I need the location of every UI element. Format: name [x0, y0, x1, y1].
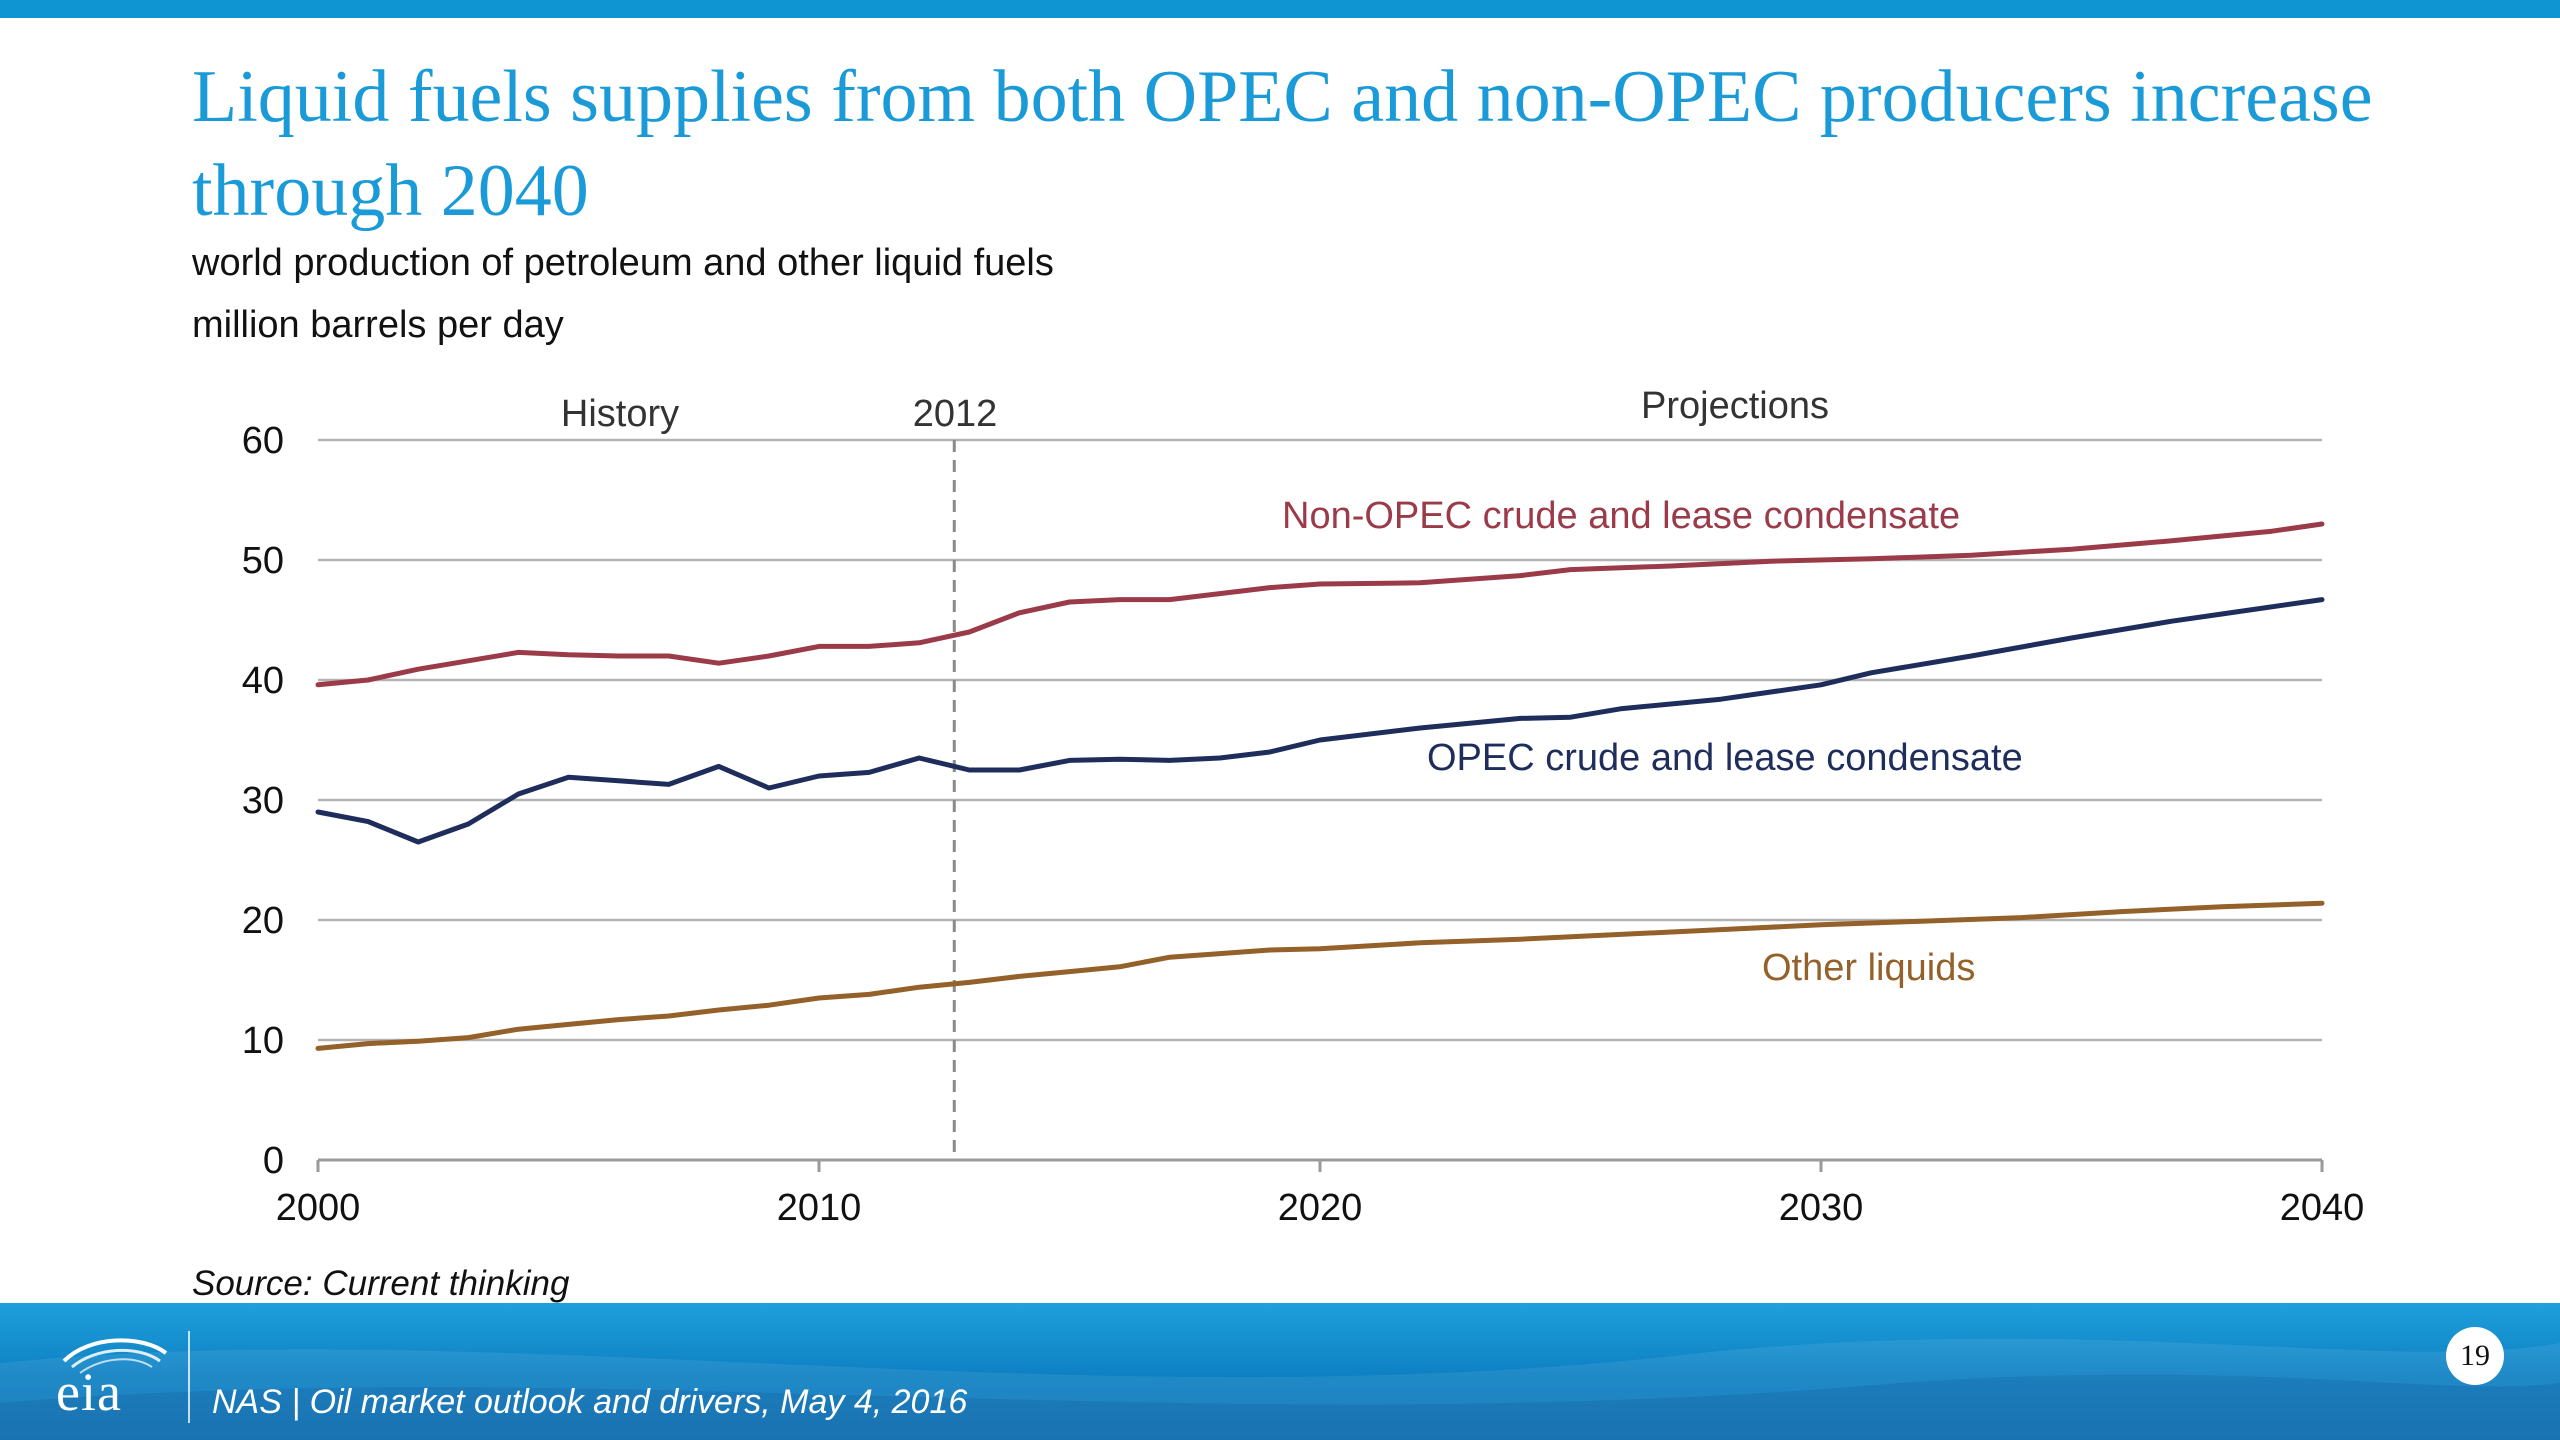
series-lines — [315, 521, 2325, 1051]
top-accent-bar — [0, 0, 2560, 18]
y-tick-label: 60 — [242, 420, 284, 462]
x-tick-label: 2030 — [1779, 1187, 1864, 1229]
y-tick-label: 20 — [242, 900, 284, 942]
y-tick-label: 0 — [263, 1140, 284, 1182]
series-label-non-opec: Non-OPEC crude and lease condensate — [1282, 495, 1960, 537]
chart-units: million barrels per day — [192, 304, 564, 346]
y-tick-label: 50 — [242, 540, 284, 582]
footer-bar: eia NAS | Oil market outlook and drivers… — [0, 1303, 2560, 1440]
history-label: History — [561, 393, 679, 435]
divider-year-label: 2012 — [913, 393, 998, 435]
chart-subtitle: world production of petroleum and other … — [192, 242, 1054, 284]
x-tick-label: 2010 — [777, 1187, 862, 1229]
projections-label: Projections — [1641, 385, 1829, 427]
series-line-other-liquids — [315, 900, 2325, 1051]
x-tick-label: 2040 — [2280, 1187, 2365, 1229]
footer-presentation-info: NAS | Oil market outlook and drivers, Ma… — [212, 1383, 968, 1421]
source-note: Source: Current thinking — [192, 1264, 570, 1303]
eia-logo-icon — [62, 1338, 168, 1374]
series-label-other-liquids: Other liquids — [1762, 947, 1975, 989]
y-axis-ticks: 0 10 20 30 40 50 60 — [242, 420, 284, 1182]
eia-logo-text: eia — [56, 1362, 122, 1422]
series-line-opec — [315, 597, 2325, 845]
series-label-opec: OPEC crude and lease condensate — [1427, 737, 2023, 779]
slide-title: Liquid fuels supplies from both OPEC and… — [192, 56, 2373, 232]
y-tick-label: 30 — [242, 780, 284, 822]
x-tick-label: 2020 — [1278, 1187, 1363, 1229]
footer-wave-decoration — [0, 1338, 2560, 1440]
footer-divider — [188, 1331, 190, 1423]
y-tick-label: 10 — [242, 1020, 284, 1062]
y-tick-label: 40 — [242, 660, 284, 702]
x-tick-label: 2000 — [276, 1187, 361, 1229]
page-number: 19 — [2446, 1327, 2504, 1385]
x-axis-ticks: 2000 2010 2020 2030 2040 — [276, 1160, 2365, 1229]
series-line-non-opec — [315, 521, 2325, 688]
